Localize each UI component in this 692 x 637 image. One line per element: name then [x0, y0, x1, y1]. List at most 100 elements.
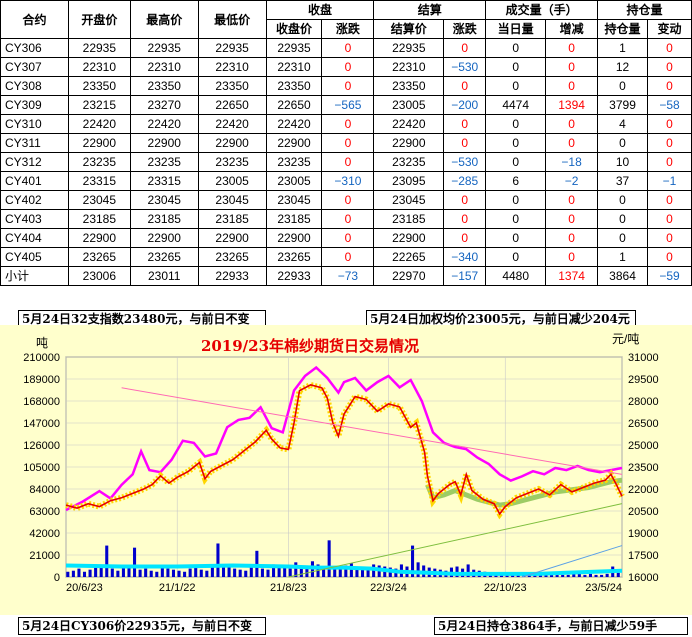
right-tick-label: 20500	[628, 506, 659, 518]
table-cell: 22900	[67, 228, 131, 248]
volume-bar	[288, 568, 292, 577]
table-row: CY307 22310 22310 22310 22310 0 22310 −530 0 0 12 0	[0, 57, 692, 77]
trend-line	[288, 503, 623, 578]
table-cell: 0	[485, 209, 547, 229]
table-cell: 4474	[485, 95, 547, 115]
table-cell: 37	[597, 171, 648, 191]
volume-bar	[272, 564, 276, 577]
volume-bar	[138, 569, 142, 577]
volume-bar	[349, 563, 353, 577]
volume-bar	[199, 569, 203, 577]
table-cell: 0	[321, 133, 375, 153]
volume-bar	[155, 571, 159, 577]
table-cell: 22900	[265, 228, 323, 248]
x-tick-label: 21/8/23	[270, 582, 307, 594]
table-cell: 22935	[129, 38, 199, 58]
volume-bar	[277, 566, 281, 577]
price-line	[65, 384, 623, 516]
table-cell: 0	[443, 190, 487, 210]
left-tick-label: 189000	[23, 374, 60, 386]
table-cell: 0	[321, 209, 375, 229]
table-cell: 4480	[485, 266, 547, 286]
right-tick-label: 26500	[628, 418, 659, 430]
volume-bar	[333, 567, 337, 577]
table-cell: 0	[597, 228, 648, 248]
table-cell: 23350	[373, 76, 445, 96]
table-cell: 23005	[197, 171, 267, 191]
table-cell: 23045	[129, 190, 199, 210]
volume-bar	[94, 564, 98, 577]
table-cell: 22900	[67, 133, 131, 153]
table-cell: 0	[545, 38, 599, 58]
right-tick-label: 28000	[628, 396, 659, 408]
table-cell: −59	[647, 266, 692, 286]
table-cell: 0	[485, 114, 547, 134]
table-cell: 0	[443, 228, 487, 248]
volume-bar	[105, 545, 109, 577]
left-tick-label: 126000	[23, 440, 60, 452]
table-cell: −200	[443, 95, 487, 115]
header-cell: 合约	[0, 0, 69, 39]
table-cell: −285	[443, 171, 487, 191]
subheader-cell: 涨跌	[321, 19, 375, 39]
left-tick-label: 21000	[29, 550, 60, 562]
table-cell: 22900	[129, 133, 199, 153]
contract-name-cell: CY306	[0, 38, 69, 58]
table-row: CY403 23185 23185 23185 23185 0 23185 0 0 0 0 0	[0, 209, 692, 229]
table-cell: 0	[545, 57, 599, 77]
table-cell: 22420	[373, 114, 445, 134]
table-cell: 22900	[197, 133, 267, 153]
header-cell: 持仓量	[597, 0, 692, 20]
table-cell: 0	[443, 38, 487, 58]
right-tick-label: 22000	[628, 484, 659, 496]
header-cell: 最高价	[129, 0, 199, 39]
contract-name-cell: CY311	[0, 133, 69, 153]
table-cell: 0	[545, 209, 599, 229]
volume-bar	[121, 566, 125, 577]
table-cell: 0	[545, 228, 599, 248]
table-cell: 22935	[67, 38, 131, 58]
table-cell: 22310	[373, 57, 445, 77]
contract-name-cell: CY309	[0, 95, 69, 115]
table-cell: 23215	[67, 95, 131, 115]
table-cell: 10	[597, 152, 648, 172]
volume-bar	[99, 567, 103, 577]
table-row: CY310 22420 22420 22420 22420 0 22420 0 0 0 4 0	[0, 114, 692, 134]
table-cell: 23265	[197, 247, 267, 267]
header-cell: 成交量（手）	[485, 0, 599, 20]
table-cell: 0	[443, 133, 487, 153]
table-cell: −58	[647, 95, 692, 115]
left-tick-label: 168000	[23, 396, 60, 408]
note-open-interest: 5月24日持仓3864手，与前日减少59手	[434, 617, 688, 635]
volume-bar	[221, 567, 226, 577]
table-cell: 23265	[265, 247, 323, 267]
volume-bar	[183, 571, 187, 577]
table-cell: −157	[443, 266, 487, 286]
table-cell: 0	[321, 114, 375, 134]
table-cell: 22935	[265, 38, 323, 58]
volume-bar	[322, 566, 326, 577]
table-cell: −530	[443, 57, 487, 77]
table-cell: 6	[485, 171, 547, 191]
table-cell: 0	[545, 247, 599, 267]
volume-bar	[338, 568, 342, 577]
table-cell: 23235	[265, 152, 323, 172]
x-tick-label: 22/3/24	[370, 582, 407, 594]
table-cell: 1374	[545, 266, 599, 286]
table-cell: 0	[321, 190, 375, 210]
volume-bar	[149, 570, 153, 577]
volume-bar	[216, 543, 220, 577]
table-cell: 0	[545, 133, 599, 153]
trend-lines	[121, 387, 623, 578]
volume-bar	[116, 570, 120, 577]
volume-bar	[600, 574, 604, 577]
volume-bar	[299, 565, 303, 577]
table-cell: 0	[647, 133, 692, 153]
header-cell: 结算	[373, 0, 487, 20]
volume-bar	[71, 570, 75, 577]
volume-bar	[82, 571, 87, 577]
volume-bar	[366, 567, 370, 577]
header-cell: 开盘价	[67, 0, 131, 39]
table-cell: 3864	[597, 266, 648, 286]
table-row: 小计 23006 23011 22933 22933 −73 22970 −157 4480 13…	[0, 266, 692, 286]
